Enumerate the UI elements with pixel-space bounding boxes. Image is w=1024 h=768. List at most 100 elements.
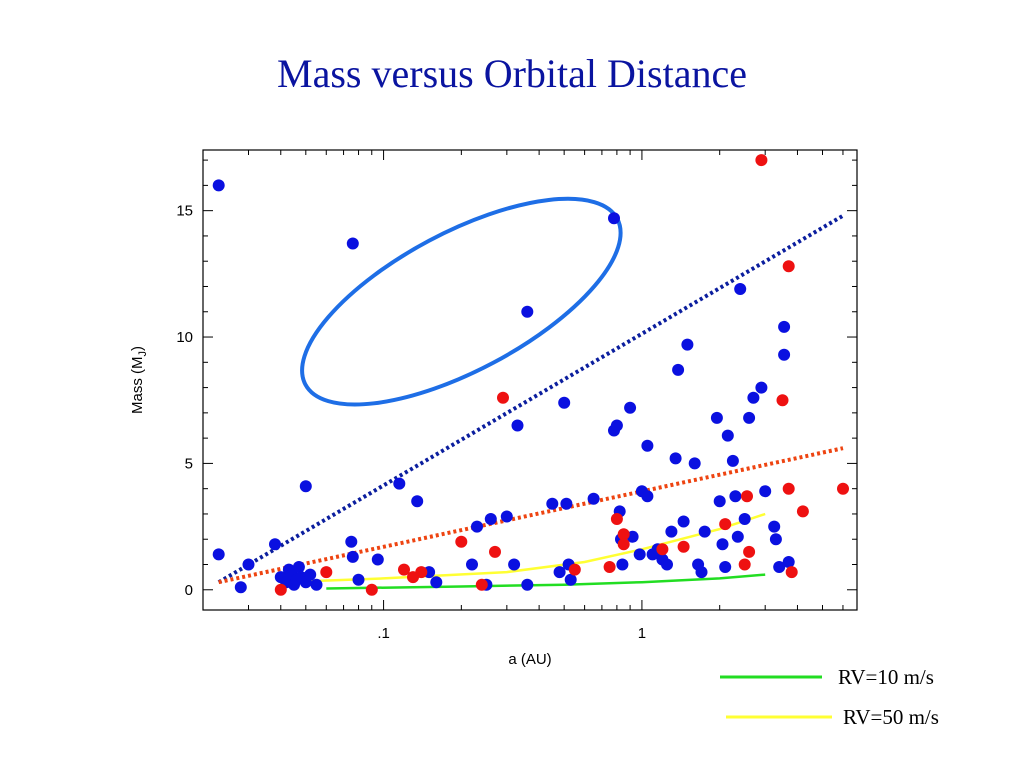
data-point-blue bbox=[738, 513, 751, 525]
data-point-red bbox=[568, 563, 581, 576]
data-point-red bbox=[617, 538, 630, 551]
trend-line-0 bbox=[217, 213, 845, 584]
plot-frame bbox=[202, 149, 858, 611]
y-axis-title-close: ) bbox=[129, 346, 146, 351]
data-point-blue bbox=[345, 535, 358, 548]
data-point-red bbox=[837, 482, 849, 495]
y-axis-tick-labels: 0 5 10 15 bbox=[176, 203, 193, 599]
data-point-red bbox=[741, 490, 753, 503]
data-point-red bbox=[796, 505, 809, 518]
data-point-blue bbox=[778, 320, 791, 333]
data-point-blue bbox=[310, 578, 323, 591]
data-point-blue bbox=[721, 429, 734, 442]
data-point-blue bbox=[616, 558, 629, 571]
data-point-blue bbox=[726, 454, 739, 467]
data-point-red bbox=[738, 558, 751, 571]
data-point-blue bbox=[773, 561, 786, 573]
y-axis-title: Mass (MJ) bbox=[129, 346, 149, 414]
slide-title: Mass versus Orbital Distance bbox=[277, 51, 747, 96]
x-tick-label: .1 bbox=[377, 625, 390, 642]
highlight-ellipse bbox=[300, 196, 623, 407]
data-point-blue bbox=[641, 490, 654, 503]
highlight-ellipse-layer bbox=[300, 196, 623, 407]
data-point-blue bbox=[212, 548, 225, 561]
data-point-red bbox=[755, 154, 768, 167]
data-point-blue bbox=[608, 212, 620, 225]
data-point-blue bbox=[665, 525, 678, 538]
data-point-red bbox=[455, 535, 468, 548]
legend: RV=10 m/s RV=50 m/s bbox=[720, 665, 939, 729]
data-point-blue bbox=[587, 492, 600, 505]
data-point-blue bbox=[713, 495, 726, 508]
data-point-blue bbox=[624, 401, 637, 414]
data-point-blue bbox=[564, 573, 577, 586]
data-point-blue bbox=[769, 533, 782, 546]
data-point-blue bbox=[743, 411, 756, 424]
data-point-blue bbox=[558, 396, 571, 409]
data-point-blue bbox=[304, 568, 317, 581]
data-point-blue bbox=[411, 495, 424, 508]
data-points bbox=[212, 154, 849, 596]
data-point-red bbox=[475, 578, 488, 591]
data-point-blue bbox=[500, 510, 513, 523]
data-point-blue bbox=[681, 338, 694, 351]
data-point-blue bbox=[511, 419, 524, 432]
data-point-red bbox=[743, 545, 756, 558]
data-point-blue bbox=[677, 515, 690, 528]
data-point-blue bbox=[669, 452, 682, 465]
x-axis-title: a (AU) bbox=[508, 651, 551, 668]
data-point-red bbox=[320, 566, 333, 579]
data-point-red bbox=[617, 528, 630, 541]
curve-rv-50-m-s bbox=[280, 512, 766, 584]
data-point-red bbox=[398, 563, 410, 576]
x-axis-tick-labels: .1 1 bbox=[377, 625, 646, 642]
data-point-red bbox=[610, 513, 623, 525]
data-point-blue bbox=[747, 391, 760, 404]
data-point-blue bbox=[695, 566, 708, 579]
data-point-blue bbox=[346, 550, 359, 563]
data-point-blue bbox=[610, 419, 623, 432]
data-point-blue bbox=[430, 576, 443, 589]
data-point-blue bbox=[782, 556, 795, 568]
y-tick-label: 0 bbox=[185, 582, 193, 599]
data-point-red bbox=[677, 540, 690, 553]
data-point-red bbox=[782, 482, 795, 495]
data-point-red bbox=[274, 583, 287, 596]
data-point-blue bbox=[719, 561, 732, 573]
data-point-red bbox=[785, 566, 798, 579]
y-tick-label: 15 bbox=[176, 203, 193, 220]
data-point-blue bbox=[734, 283, 747, 295]
data-point-blue bbox=[393, 477, 406, 490]
data-point-red bbox=[489, 545, 501, 558]
data-point-blue bbox=[768, 520, 781, 533]
y-axis-title-main: Mass (M bbox=[129, 357, 146, 415]
x-tick-label: 1 bbox=[638, 625, 646, 642]
data-point-blue bbox=[371, 553, 384, 566]
data-point-blue bbox=[716, 538, 729, 551]
data-point-red bbox=[782, 260, 795, 273]
data-point-blue bbox=[553, 566, 566, 579]
data-point-blue bbox=[546, 497, 559, 510]
data-point-blue bbox=[521, 305, 534, 318]
data-point-blue bbox=[466, 558, 478, 571]
data-point-blue bbox=[242, 558, 255, 571]
y-tick-label: 10 bbox=[176, 329, 193, 346]
data-point-blue bbox=[661, 558, 673, 571]
data-point-blue bbox=[521, 578, 534, 591]
legend-label-rv50: RV=50 m/s bbox=[843, 705, 939, 729]
data-point-blue bbox=[269, 538, 281, 551]
data-point-red bbox=[497, 391, 509, 404]
data-point-blue bbox=[698, 525, 711, 538]
data-point-red bbox=[719, 518, 732, 531]
data-point-red bbox=[603, 561, 616, 573]
legend-label-rv10: RV=10 m/s bbox=[838, 665, 934, 689]
data-point-blue bbox=[633, 548, 646, 561]
data-point-blue bbox=[292, 561, 305, 573]
y-axis-title-subscript: J bbox=[137, 351, 149, 357]
data-point-blue bbox=[346, 237, 359, 250]
y-tick-label: 5 bbox=[185, 455, 193, 472]
data-point-blue bbox=[508, 558, 521, 571]
data-point-blue bbox=[710, 411, 723, 424]
data-point-blue bbox=[731, 530, 744, 543]
